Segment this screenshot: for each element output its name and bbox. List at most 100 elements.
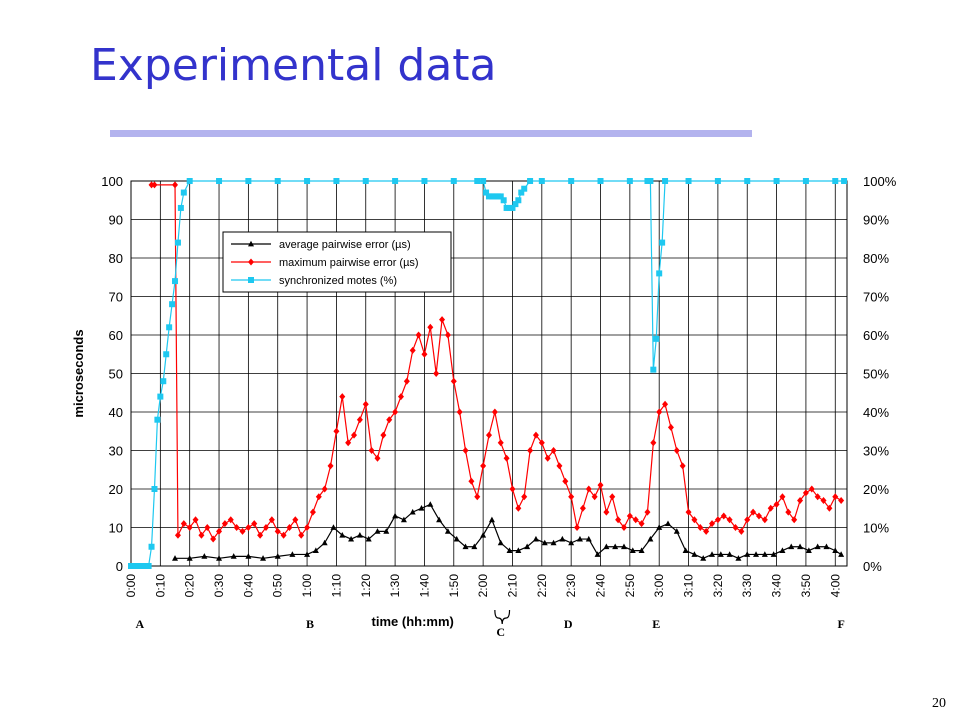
data-point-series-0 <box>480 532 487 538</box>
data-point-series-2 <box>714 178 721 184</box>
data-point-series-1 <box>280 531 287 539</box>
data-point-series-1 <box>615 516 622 524</box>
data-point-series-2 <box>626 178 633 184</box>
data-point-series-2 <box>169 301 176 308</box>
event-label: C <box>496 625 505 639</box>
x-tick-label: 0:10 <box>153 574 167 598</box>
data-point-series-0 <box>186 555 193 561</box>
data-point-series-0 <box>339 532 346 538</box>
legend-entry: average pairwise error (µs) <box>279 239 411 251</box>
y-left-tick-label: 80 <box>109 251 123 266</box>
data-point-series-1 <box>180 520 187 528</box>
data-point-series-1 <box>151 181 158 189</box>
data-point-series-1 <box>172 181 179 189</box>
y-right-tick-label: 0% <box>863 559 882 574</box>
data-point-series-1 <box>444 331 451 339</box>
data-point-series-1 <box>679 462 686 470</box>
x-tick-label: 1:30 <box>388 574 402 598</box>
data-point-series-1 <box>268 516 275 524</box>
data-point-series-0 <box>647 535 654 542</box>
event-label: F <box>837 617 844 631</box>
data-point-series-2 <box>180 189 187 196</box>
data-point-series-2 <box>512 201 519 208</box>
x-tick-label: 3:20 <box>711 574 725 598</box>
data-point-series-0 <box>392 512 399 519</box>
data-point-series-0 <box>717 551 724 557</box>
data-point-series-0 <box>312 547 319 553</box>
data-point-series-2 <box>362 178 369 184</box>
data-point-series-1 <box>257 531 264 539</box>
data-point-series-1 <box>579 504 586 512</box>
data-point-series-0 <box>524 543 531 550</box>
y-left-tick-label: 60 <box>109 328 123 343</box>
data-point-series-2 <box>650 366 657 373</box>
data-point-series-2 <box>515 197 522 204</box>
data-point-series-1 <box>720 512 727 520</box>
data-point-series-1 <box>327 462 334 470</box>
data-point-series-0 <box>230 553 237 559</box>
data-point-series-1 <box>345 439 352 447</box>
data-point-series-1 <box>562 477 569 485</box>
data-point-series-1 <box>292 516 299 524</box>
x-tick-label: 3:50 <box>799 574 813 598</box>
data-point-series-0 <box>700 555 707 561</box>
data-point-series-2 <box>597 178 604 184</box>
data-point-series-2 <box>497 193 504 200</box>
x-tick-label: 1:10 <box>329 574 343 598</box>
data-point-series-1 <box>820 497 827 505</box>
x-tick-label: 0:50 <box>271 574 285 598</box>
data-point-series-2 <box>773 178 780 184</box>
data-point-series-1 <box>597 481 604 489</box>
y-right-tick-label: 50% <box>863 367 889 382</box>
y-left-tick-label: 10 <box>109 521 123 536</box>
data-point-series-0 <box>612 543 619 550</box>
data-point-series-1 <box>415 331 422 339</box>
data-point-series-0 <box>761 551 768 557</box>
data-point-series-1 <box>703 527 710 535</box>
data-point-series-0 <box>418 505 425 511</box>
data-point-series-0 <box>436 516 443 523</box>
data-point-series-1 <box>210 535 217 543</box>
data-point-series-0 <box>823 543 830 550</box>
data-point-series-0 <box>550 539 557 546</box>
data-point-series-1 <box>591 493 598 501</box>
data-point-series-1 <box>626 512 633 520</box>
data-point-series-1 <box>386 416 393 424</box>
data-point-series-0 <box>409 508 416 515</box>
data-point-series-2 <box>174 239 181 246</box>
data-point-series-1 <box>309 508 316 516</box>
data-point-series-1 <box>779 493 786 501</box>
data-point-series-1 <box>838 497 845 505</box>
data-point-series-2 <box>148 543 155 550</box>
data-point-series-0 <box>779 547 786 553</box>
data-point-series-2 <box>474 178 481 184</box>
data-point-series-0 <box>532 535 539 542</box>
data-point-series-1 <box>227 516 234 524</box>
data-point-series-1 <box>732 524 739 531</box>
data-point-series-0 <box>832 547 839 553</box>
data-point-series-1 <box>351 431 358 439</box>
data-point-series-1 <box>515 504 522 512</box>
data-point-series-2 <box>163 351 170 358</box>
x-tick-label: 3:40 <box>770 574 784 598</box>
data-point-series-1 <box>521 493 528 501</box>
x-tick-label: 1:40 <box>417 574 431 598</box>
data-point-series-2 <box>653 335 660 342</box>
data-point-series-1 <box>456 408 463 416</box>
y-left-tick-label: 0 <box>116 559 123 574</box>
data-point-series-1 <box>673 447 680 454</box>
data-point-series-2 <box>160 378 167 385</box>
y-right-tick-label: 90% <box>863 213 889 228</box>
data-point-series-1 <box>685 508 692 516</box>
data-point-series-1 <box>832 493 839 501</box>
data-point-series-0 <box>656 524 663 530</box>
data-point-series-2 <box>527 178 534 184</box>
data-point-series-1 <box>609 493 616 501</box>
data-point-series-1 <box>750 508 757 516</box>
data-point-series-1 <box>439 316 446 324</box>
data-point-series-2 <box>521 185 528 192</box>
data-point-series-0 <box>427 501 434 507</box>
data-point-series-1 <box>527 447 534 454</box>
data-point-series-1 <box>245 524 252 531</box>
data-point-series-2 <box>744 178 751 184</box>
